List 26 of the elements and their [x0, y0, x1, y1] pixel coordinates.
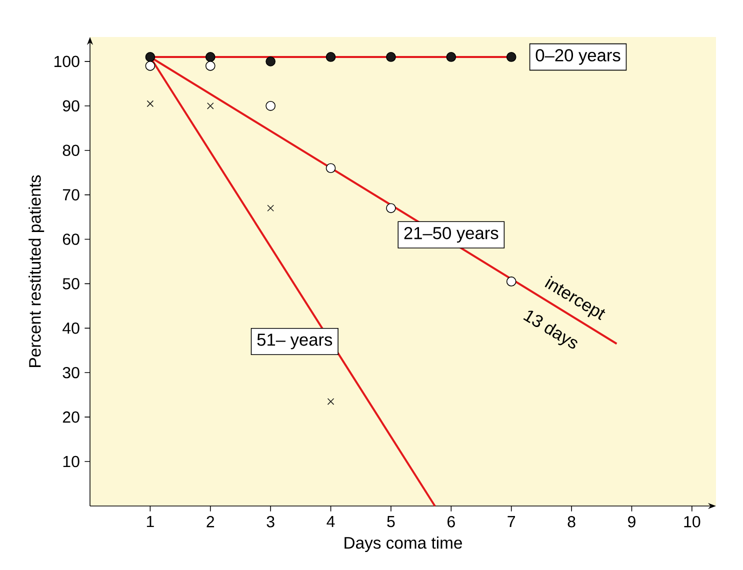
- x-tick-label: 2: [206, 516, 214, 528]
- y-tick-label: 60: [62, 234, 80, 245]
- annotation: 13 days: [523, 310, 578, 349]
- y-tick-label: 100: [54, 56, 80, 68]
- series-label: 0–20 years: [536, 49, 620, 65]
- x-tick-label: 7: [508, 516, 515, 528]
- series-label: 21–50 years: [404, 226, 498, 243]
- x-tick-label: 3: [266, 516, 274, 528]
- x-tick-label: 5: [387, 516, 395, 528]
- y-tick-label: 70: [62, 189, 80, 200]
- y-axis-title: Percent restituted patients: [28, 175, 44, 367]
- x-tick-label: 8: [568, 516, 576, 528]
- y-tick-label: 30: [62, 366, 80, 378]
- y-tick-label: 50: [62, 278, 80, 290]
- y-tick-label: 80: [62, 144, 80, 156]
- x-tick-label: 9: [628, 516, 636, 528]
- x-tick-label: 1: [146, 516, 154, 528]
- y-tick-label: 20: [62, 411, 80, 423]
- x-tick-label: 6: [448, 516, 455, 528]
- y-tick-label: 10: [63, 456, 80, 468]
- series-label: 51– years: [257, 334, 332, 350]
- x-tick-label: 4: [326, 516, 335, 528]
- y-tick-label: 90: [62, 100, 80, 112]
- x-axis-title: Days coma time: [344, 536, 462, 552]
- y-tick-label: 40: [62, 322, 80, 334]
- x-tick-label: 10: [684, 516, 700, 528]
